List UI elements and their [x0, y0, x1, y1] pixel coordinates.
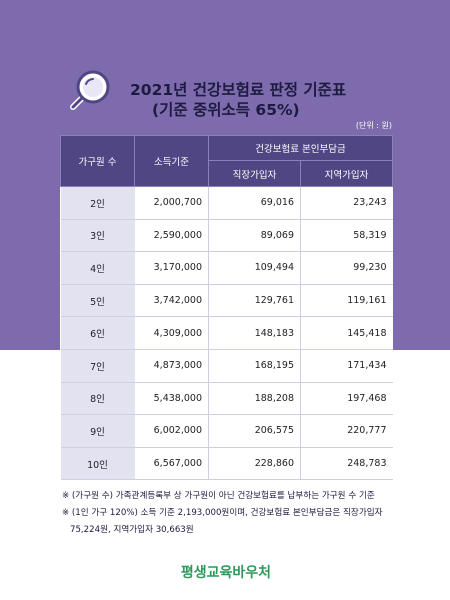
header-regional: 지역가입자 — [300, 160, 393, 187]
cell-regional: 248,783 — [300, 447, 393, 481]
cell-income: 4,309,000 — [134, 316, 209, 350]
table-row: 9인 6,002,000 206,575 220,777 — [60, 414, 393, 448]
cell-income: 3,742,000 — [134, 284, 209, 318]
table-row: 2인 2,000,700 69,016 23,243 — [60, 186, 393, 220]
header-income: 소득기준 — [134, 135, 209, 187]
cell-workplace: 89,069 — [208, 219, 301, 253]
cell-regional: 145,418 — [300, 316, 393, 350]
table-row: 7인 4,873,000 168,195 171,434 — [60, 349, 393, 383]
table-row: 5인 3,742,000 129,761 119,161 — [60, 284, 393, 318]
footnote-household: ※ (가구원 수) 가족관계등록부 상 가구원이 아닌 건강보험료를 납부하는 … — [62, 491, 375, 501]
cell-workplace: 206,575 — [208, 414, 301, 448]
footnote-single: ※ (1인 가구 120%) 소득 기준 2,193,000원이며, 건강보험료… — [62, 508, 383, 518]
header-persons: 가구원 수 — [60, 135, 135, 187]
cell-regional: 197,468 — [300, 382, 393, 416]
cell-persons: 2인 — [60, 186, 135, 220]
cell-workplace: 109,494 — [208, 251, 301, 285]
cell-persons: 4인 — [60, 251, 135, 285]
cell-regional: 58,319 — [300, 219, 393, 253]
header-workplace: 직장가입자 — [208, 160, 301, 187]
page-title: 2021년 건강보험료 판정 기준표 — [130, 81, 347, 99]
footnote-single-cont: 75,224원, 지역가입자 30,663원 — [70, 525, 194, 535]
cell-income: 5,438,000 — [134, 382, 209, 416]
footnotes: ※ (가구원 수) 가족관계등록부 상 가구원이 아닌 건강보험료를 납부하는 … — [62, 488, 402, 539]
cell-income: 2,590,000 — [134, 219, 209, 253]
cell-workplace: 69,016 — [208, 186, 301, 220]
criteria-table: 가구원 수 소득기준 건강보험료 본인부담금 직장가입자 지역가입자 2인 2,… — [60, 135, 393, 481]
cell-regional: 119,161 — [300, 284, 393, 318]
table-row: 3인 2,590,000 89,069 58,319 — [60, 219, 393, 253]
cell-income: 2,000,700 — [134, 186, 209, 220]
cell-income: 6,002,000 — [134, 414, 209, 448]
cell-income: 6,567,000 — [134, 447, 209, 481]
brand-logo: 평생교육바우처 — [180, 565, 272, 581]
cell-workplace: 228,860 — [208, 447, 301, 481]
cell-workplace: 168,195 — [208, 349, 301, 383]
magnifier-icon — [70, 70, 110, 110]
table-row: 6인 4,309,000 148,183 145,418 — [60, 316, 393, 350]
table-row: 10인 6,567,000 228,860 248,783 — [60, 447, 393, 481]
cell-regional: 99,230 — [300, 251, 393, 285]
cell-workplace: 188,208 — [208, 382, 301, 416]
cell-regional: 220,777 — [300, 414, 393, 448]
header-contribution: 건강보험료 본인부담금 — [208, 135, 393, 161]
cell-persons: 8인 — [60, 382, 135, 416]
cell-persons: 3인 — [60, 219, 135, 253]
cell-income: 3,170,000 — [134, 251, 209, 285]
cell-regional: 23,243 — [300, 186, 393, 220]
cell-persons: 9인 — [60, 414, 135, 448]
cell-persons: 10인 — [60, 447, 135, 481]
cell-workplace: 129,761 — [208, 284, 301, 318]
title-area: 2021년 건강보험료 판정 기준표 (기준 중위소득 65%) — [60, 58, 400, 128]
cell-workplace: 148,183 — [208, 316, 301, 350]
cell-persons: 5인 — [60, 284, 135, 318]
cell-income: 4,873,000 — [134, 349, 209, 383]
table-row: 8인 5,438,000 188,208 197,468 — [60, 382, 393, 416]
cell-persons: 7인 — [60, 349, 135, 383]
cell-persons: 6인 — [60, 316, 135, 350]
cell-regional: 171,434 — [300, 349, 393, 383]
page-subtitle: (기준 중위소득 65%) — [152, 101, 300, 119]
table-row: 4인 3,170,000 109,494 99,230 — [60, 251, 393, 285]
unit-label: (단위 : 원) — [355, 121, 392, 130]
